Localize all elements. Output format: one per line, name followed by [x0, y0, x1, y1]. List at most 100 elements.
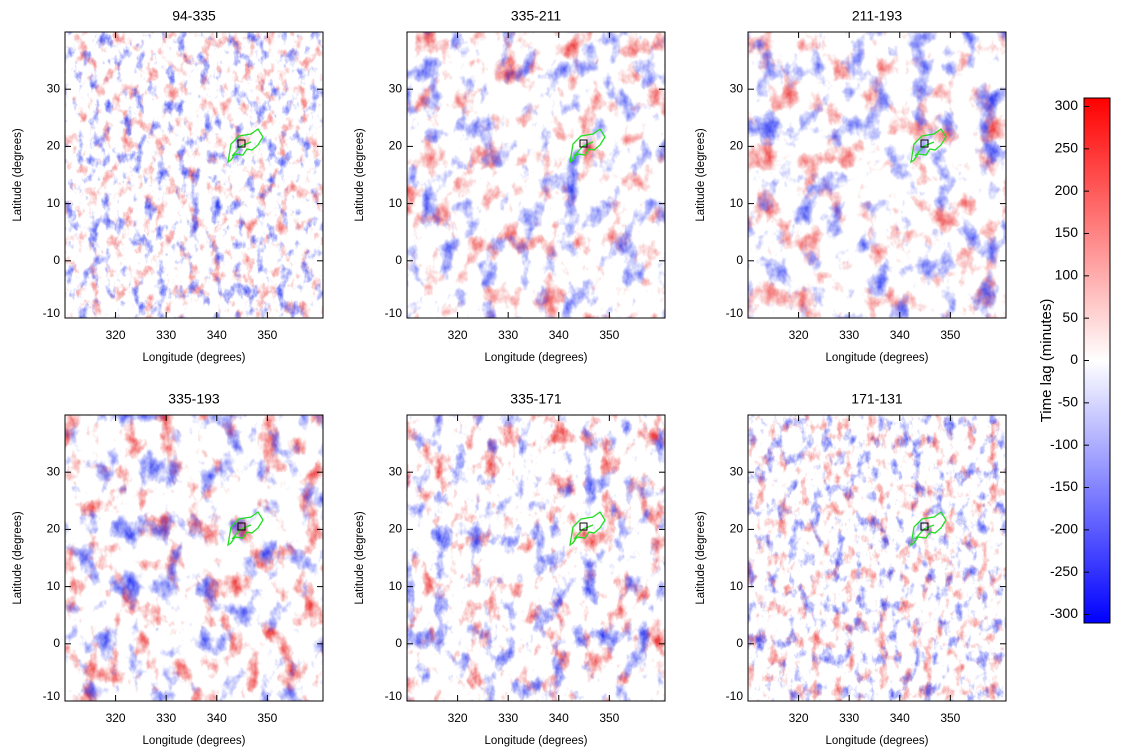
y-tick-label: 30: [730, 81, 744, 95]
region-contour: [227, 128, 264, 164]
y-tick-label: 10: [47, 196, 61, 210]
x-tick-label: 340: [549, 328, 569, 342]
plot-frame: [747, 31, 1007, 319]
region-contour: [910, 511, 947, 547]
x-tick-label: 340: [207, 328, 227, 342]
y-tick-label: 10: [389, 196, 403, 210]
x-axis-label: Longitude (degrees): [485, 735, 588, 747]
colorbar-tick-label: -250: [1050, 563, 1078, 579]
colorbar-tick-label: 100: [1055, 267, 1079, 283]
panel-title: 94-335: [172, 8, 216, 24]
y-tick-label: -10: [43, 306, 61, 320]
y-tick-label: 0: [395, 253, 402, 267]
y-tick-label: 0: [53, 253, 60, 267]
y-tick-label: 30: [389, 464, 403, 478]
plot-frame: [747, 414, 1007, 702]
x-axis-label: Longitude (degrees): [485, 352, 588, 364]
x-tick-label: 330: [839, 328, 859, 342]
colorbar-tick-label: -200: [1050, 521, 1078, 537]
x-tick-label: 330: [498, 328, 518, 342]
map-image: [65, 32, 323, 318]
panel-title: 211-193: [852, 8, 903, 24]
colorbar-tick-label: 300: [1055, 97, 1079, 113]
y-axis-label: Latitude (degrees): [354, 128, 366, 222]
plot-frame: [64, 414, 324, 702]
x-tick-label: 350: [257, 711, 277, 725]
colorbar-tick-label: -300: [1050, 605, 1078, 621]
colorbar-tick-label: 50: [1062, 309, 1078, 325]
x-axis-label: Longitude (degrees): [143, 352, 246, 364]
region-contour: [910, 128, 947, 164]
y-tick-label: 30: [389, 81, 403, 95]
x-tick-label: 350: [599, 328, 619, 342]
y-tick-label: -10: [726, 306, 744, 320]
colorbar-tick-label: 150: [1055, 224, 1079, 240]
y-tick-label: 0: [736, 253, 743, 267]
y-tick-label: -10: [726, 689, 744, 703]
y-axis-label: Latitude (degrees): [695, 128, 707, 222]
map-image: [748, 32, 1006, 318]
colorbar-tick-label: -50: [1058, 394, 1078, 410]
x-tick-label: 350: [940, 711, 960, 725]
region-box: [579, 522, 588, 531]
y-tick-label: 20: [730, 522, 744, 536]
region-box: [237, 522, 246, 531]
y-tick-label: 20: [47, 139, 61, 153]
region-contour: [569, 128, 606, 164]
panel-title: 335-211: [511, 8, 562, 24]
panel-title: 335-193: [168, 391, 220, 407]
panel-title: 335-171: [510, 391, 562, 407]
map-image: [407, 415, 665, 701]
x-tick-label: 340: [549, 711, 569, 725]
y-tick-label: 20: [47, 522, 61, 536]
x-tick-label: 340: [890, 711, 910, 725]
x-axis-label: Longitude (degrees): [826, 735, 929, 747]
x-tick-label: 350: [257, 328, 277, 342]
y-axis-label: Latitude (degrees): [12, 511, 24, 605]
x-tick-label: 350: [940, 328, 960, 342]
region-box: [237, 139, 246, 148]
map-image: [748, 415, 1006, 701]
y-tick-label: 20: [389, 522, 403, 536]
colorbar-tick-label: 0: [1070, 351, 1078, 367]
x-tick-label: 320: [106, 711, 126, 725]
y-tick-label: 30: [47, 81, 61, 95]
y-tick-label: 30: [730, 464, 744, 478]
y-tick-label: 0: [736, 636, 743, 650]
y-axis-label: Latitude (degrees): [695, 511, 707, 605]
x-tick-label: 350: [599, 711, 619, 725]
y-tick-label: -10: [385, 689, 403, 703]
plot-frame: [64, 31, 324, 319]
y-tick-label: 0: [53, 636, 60, 650]
y-tick-label: 10: [730, 579, 744, 593]
y-tick-label: 0: [395, 636, 402, 650]
y-tick-label: 20: [730, 139, 744, 153]
x-tick-label: 340: [207, 711, 227, 725]
x-tick-label: 330: [156, 328, 176, 342]
x-tick-label: 320: [448, 328, 468, 342]
x-tick-label: 320: [789, 711, 809, 725]
region-contour: [227, 511, 264, 547]
colorbar-tick-label: -100: [1050, 436, 1078, 452]
x-axis-label: Longitude (degrees): [826, 352, 929, 364]
colorbar-tick-label: 200: [1055, 182, 1079, 198]
region-box: [920, 522, 929, 531]
x-tick-label: 340: [890, 328, 910, 342]
y-tick-label: 10: [47, 579, 61, 593]
y-tick-label: 10: [389, 579, 403, 593]
region-box: [920, 139, 929, 148]
y-tick-label: 30: [47, 464, 61, 478]
colorbar-label: Time lag (minutes): [1038, 299, 1055, 423]
panel-title: 171-131: [851, 391, 903, 407]
region-contour: [569, 511, 606, 547]
y-tick-label: 10: [730, 196, 744, 210]
colorbar-tick-label: -150: [1050, 478, 1078, 494]
plot-frame: [406, 31, 666, 319]
y-tick-label: -10: [385, 306, 403, 320]
plot-frame: [406, 414, 666, 702]
x-tick-label: 330: [839, 711, 859, 725]
y-axis-label: Latitude (degrees): [12, 128, 24, 222]
x-tick-label: 330: [498, 711, 518, 725]
region-box: [579, 139, 588, 148]
